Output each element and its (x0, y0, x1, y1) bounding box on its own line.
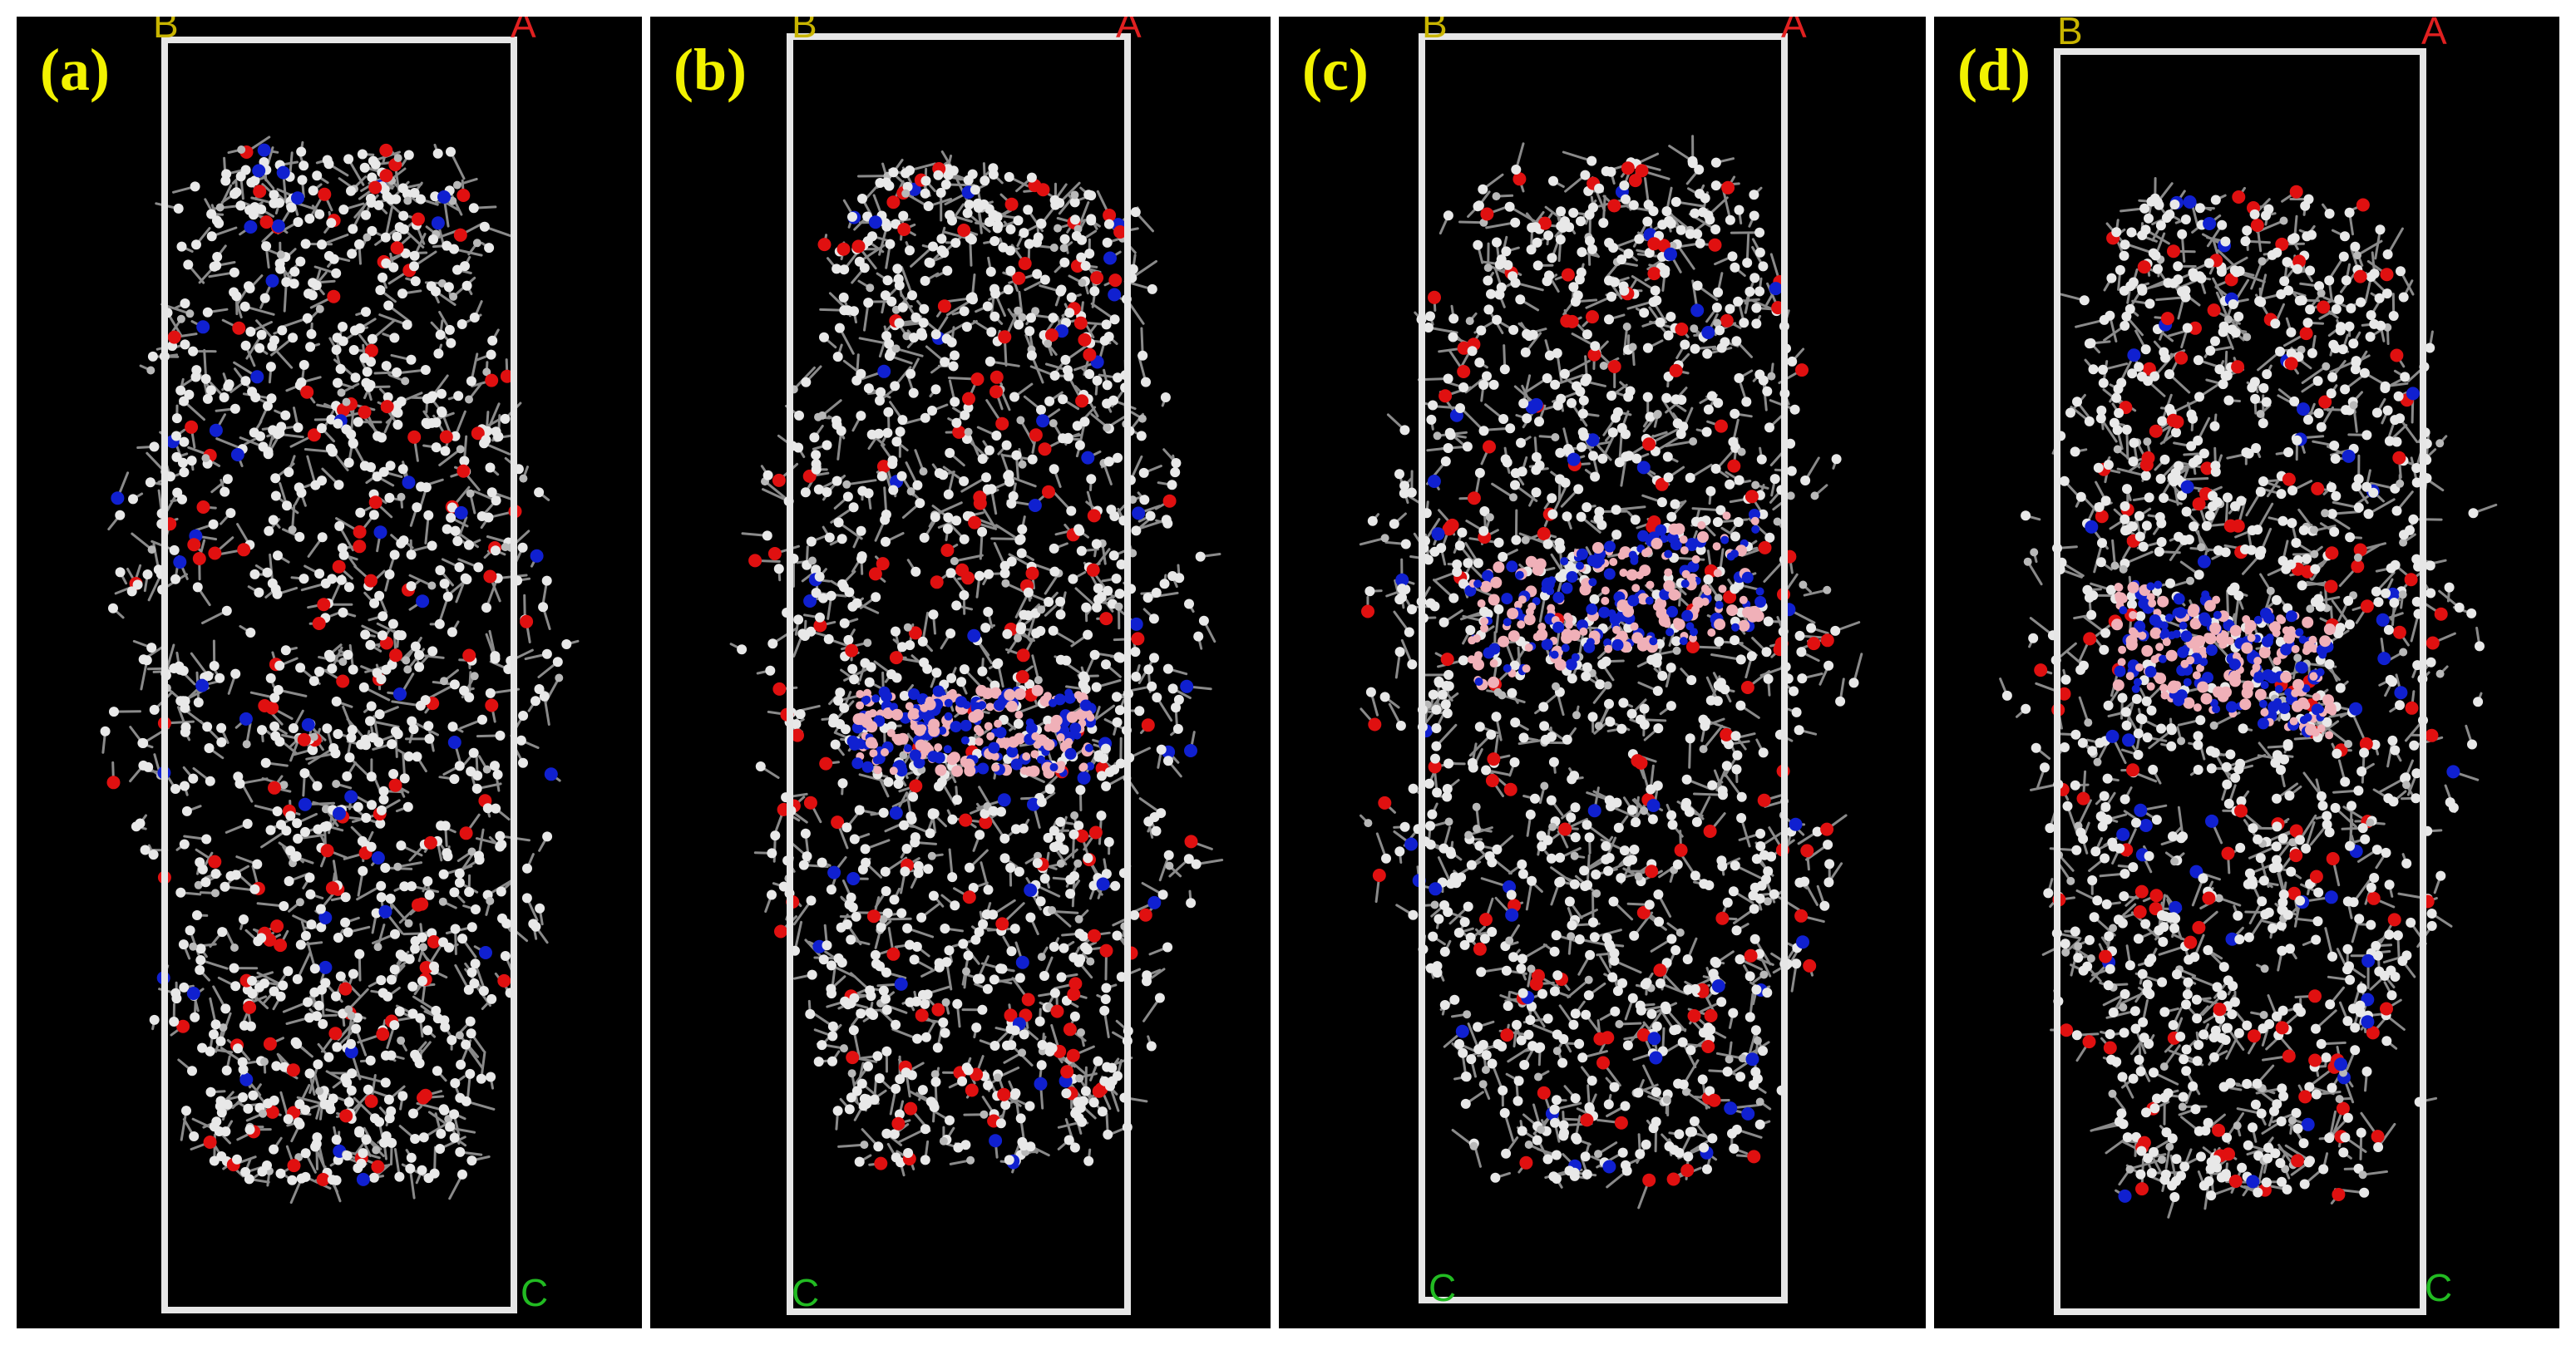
panel-a-axis-b-label: B (153, 17, 179, 46)
panel-b-structure (729, 33, 1224, 1315)
panel-d-axis-a-label: A (2421, 17, 2447, 52)
panel-a: (a) B A C (17, 17, 642, 1328)
panel-b-label: (b) (674, 37, 747, 103)
panel-a-molecules (100, 135, 580, 1205)
panel-d-label: (d) (1957, 37, 2031, 103)
panel-b-axis-a-label: A (1116, 17, 1142, 46)
panel-d-structure (1999, 48, 2498, 1315)
panel-c: (c) B A C (1279, 17, 1926, 1328)
panel-b-molecules (729, 150, 1224, 1177)
panel-d-axis-c-label: C (2425, 1266, 2453, 1309)
panel-a-label: (a) (40, 37, 110, 103)
panel-d: (d) B A C (1934, 17, 2559, 1328)
panel-d-unit-cell-box (2054, 48, 2426, 1315)
panel-c-structure (1359, 33, 1863, 1303)
panel-a-axis-a-label: A (511, 17, 536, 46)
panel-c-axis-a-label: A (1781, 17, 1807, 46)
panel-a-unit-cell-box (161, 37, 517, 1313)
panel-b-axis-b-label: B (792, 17, 817, 46)
panel-d-axis-b-label: B (2057, 17, 2083, 52)
panel-c-axis-b-label: B (1422, 17, 1448, 46)
panel-a-structure (100, 37, 580, 1313)
panel-d-molecules (1999, 177, 2498, 1219)
panel-c-molecules (1359, 135, 1863, 1210)
panel-c-unit-cell-box (1419, 33, 1788, 1303)
panel-b-unit-cell-box (787, 33, 1131, 1315)
panel-b: (b) B A C (650, 17, 1271, 1328)
panel-c-axis-c-label: C (1429, 1266, 1457, 1309)
panel-a-axis-c-label: C (521, 1271, 549, 1314)
panel-c-label: (c) (1302, 37, 1369, 103)
panel-b-axis-c-label: C (792, 1271, 820, 1314)
